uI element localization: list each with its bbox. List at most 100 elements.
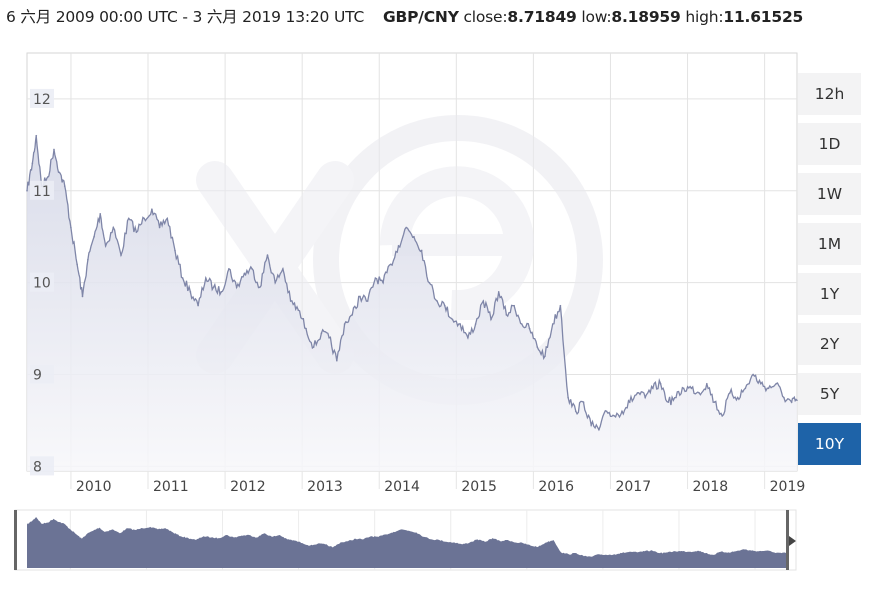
data-point <box>258 286 261 289</box>
data-point <box>336 359 338 362</box>
data-point <box>104 245 107 247</box>
data-point <box>590 424 593 426</box>
data-point <box>775 382 777 385</box>
timeframe-button-10y[interactable]: 10Y <box>798 423 861 465</box>
data-point <box>551 323 554 325</box>
data-point <box>81 295 84 298</box>
data-point <box>205 277 207 279</box>
y-tick-label: 9 <box>33 368 42 384</box>
data-point <box>359 295 361 298</box>
data-point <box>605 410 608 413</box>
data-point <box>759 382 762 385</box>
x-tick-label: 2015 <box>461 479 497 495</box>
y-tick-label: 12 <box>33 92 51 108</box>
data-point <box>174 249 176 252</box>
data-point <box>166 217 169 220</box>
timeframe-button-1m[interactable]: 1M <box>798 223 861 265</box>
data-point <box>490 318 492 321</box>
data-point <box>567 396 569 399</box>
navigator-left-handle[interactable] <box>14 510 17 570</box>
data-point <box>482 300 485 302</box>
close-value: 8.71849 <box>507 8 577 26</box>
data-point <box>76 263 78 266</box>
navigator[interactable] <box>14 509 797 571</box>
y-tick-label: 8 <box>33 459 42 475</box>
data-point <box>374 277 377 279</box>
data-point <box>297 309 300 312</box>
timeframe-button-12h[interactable]: 12h <box>798 73 861 115</box>
x-tick-label: 2019 <box>770 479 806 495</box>
navigator-right-handle[interactable] <box>786 510 789 570</box>
data-point <box>343 323 346 325</box>
data-point <box>197 304 199 307</box>
data-point <box>266 254 269 256</box>
data-point <box>87 258 89 261</box>
data-point <box>521 323 523 325</box>
y-tick-bg <box>30 88 54 108</box>
data-point <box>26 190 28 192</box>
data-point <box>274 281 276 284</box>
data-point <box>790 401 793 403</box>
data-point <box>690 387 693 390</box>
high-value: 11.61525 <box>723 8 804 26</box>
data-point <box>467 336 469 339</box>
data-point <box>713 401 716 403</box>
data-point <box>744 387 747 390</box>
data-point <box>443 304 446 307</box>
data-point <box>667 401 670 403</box>
x-axis-ticks: 2010 2011 2012 2013 2014 2015 2016 2017 2018 2019 <box>70 471 806 495</box>
data-point <box>289 300 292 302</box>
data-point <box>451 318 454 321</box>
data-point <box>598 428 600 431</box>
data-point <box>544 355 546 357</box>
navigator-series <box>27 517 787 568</box>
x-tick-label: 2016 <box>538 479 574 495</box>
data-point <box>351 314 354 316</box>
data-point <box>706 382 708 385</box>
data-point <box>120 254 122 256</box>
timeframe-button-1w[interactable]: 1W <box>798 173 861 215</box>
data-point <box>513 304 515 307</box>
y-axis-ticks: 12 11 10 9 8 <box>30 88 54 476</box>
data-point <box>235 286 238 289</box>
data-point <box>58 171 61 174</box>
data-point <box>644 396 646 399</box>
timeframe-button-2y[interactable]: 2Y <box>798 323 861 365</box>
navigator-arrow-icon[interactable] <box>789 536 796 546</box>
data-point <box>366 300 369 302</box>
data-point <box>212 286 215 289</box>
y-tick-label: 10 <box>33 276 51 292</box>
price-area-fill <box>27 135 797 471</box>
data-point <box>574 410 577 413</box>
data-point <box>497 291 500 293</box>
y-tick-bg <box>30 456 54 476</box>
x-tick-label: 2011 <box>153 479 189 495</box>
currency-pair: GBP/CNY <box>383 8 459 26</box>
data-point <box>328 336 330 339</box>
data-point <box>53 148 55 151</box>
timeframe-button-5y[interactable]: 5Y <box>798 373 861 415</box>
data-point <box>428 281 431 284</box>
data-point <box>559 304 562 307</box>
timeframe-button-1d[interactable]: 1D <box>798 123 861 165</box>
data-point <box>659 382 662 385</box>
data-point <box>459 323 461 325</box>
data-point <box>47 176 49 178</box>
timeframe-button-1y[interactable]: 1Y <box>798 273 861 315</box>
close-label: close: <box>463 8 508 26</box>
data-point <box>127 217 130 220</box>
data-point <box>413 235 415 238</box>
data-point <box>783 396 785 399</box>
low-value: 8.18959 <box>611 8 681 26</box>
data-point <box>70 226 72 229</box>
data-point <box>721 415 724 417</box>
data-point <box>112 226 115 229</box>
y-tick-bg <box>30 180 54 200</box>
data-point <box>181 277 184 279</box>
data-point <box>282 268 284 270</box>
data-point <box>143 217 145 220</box>
data-point <box>752 373 754 376</box>
data-point <box>158 226 161 229</box>
data-point <box>420 249 423 252</box>
